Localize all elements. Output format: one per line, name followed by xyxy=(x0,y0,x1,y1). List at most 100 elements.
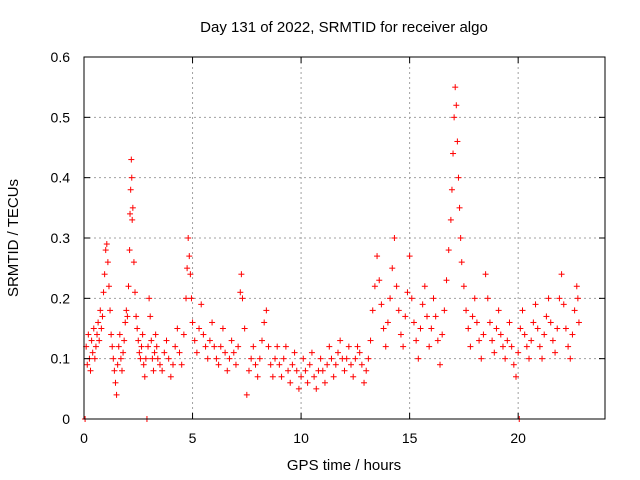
data-point xyxy=(209,319,216,326)
data-point xyxy=(558,271,565,278)
data-point xyxy=(317,355,324,362)
data-point xyxy=(167,373,174,380)
axis-ticks: 0 0.1 0.2 0.3 0.4 0.5 0.6 0 5 10 15 20 xyxy=(51,49,605,446)
data-point xyxy=(508,343,515,350)
data-point xyxy=(125,283,132,290)
data-point xyxy=(128,174,135,181)
data-point xyxy=(382,343,389,350)
data-point xyxy=(117,355,124,362)
data-point xyxy=(211,343,218,350)
y-tick-label: 0.2 xyxy=(51,290,71,306)
data-point xyxy=(384,319,391,326)
data-point xyxy=(417,325,424,332)
data-point xyxy=(374,253,381,260)
data-point xyxy=(556,295,563,302)
data-point xyxy=(289,361,296,368)
data-point xyxy=(426,343,433,350)
data-point xyxy=(332,361,339,368)
data-point xyxy=(463,307,470,314)
data-point xyxy=(133,313,140,320)
data-point xyxy=(109,343,116,350)
x-tick-label: 15 xyxy=(402,430,418,446)
data-point xyxy=(541,331,548,338)
chart-title: Day 131 of 2022, SRMTID for receiver alg… xyxy=(200,19,488,36)
data-point xyxy=(87,367,94,374)
data-point xyxy=(371,283,378,290)
data-point xyxy=(215,361,222,368)
data-point xyxy=(239,295,246,302)
data-point xyxy=(159,367,166,374)
data-point xyxy=(176,349,183,356)
data-point xyxy=(567,355,574,362)
data-point xyxy=(261,319,268,326)
data-point xyxy=(484,295,491,302)
data-point xyxy=(453,102,460,109)
data-point xyxy=(148,337,155,344)
data-point xyxy=(410,319,417,326)
data-point xyxy=(337,337,344,344)
data-point xyxy=(188,295,195,302)
data-point xyxy=(408,295,415,302)
data-point xyxy=(352,355,359,362)
data-point xyxy=(311,373,318,380)
data-point xyxy=(536,343,543,350)
data-point xyxy=(191,337,198,344)
data-point xyxy=(451,114,458,121)
data-point xyxy=(560,301,567,308)
data-point xyxy=(222,349,229,356)
data-point xyxy=(361,379,368,386)
data-point xyxy=(437,361,444,368)
data-point xyxy=(92,343,99,350)
data-point xyxy=(574,295,581,302)
data-point xyxy=(343,355,350,362)
data-point xyxy=(387,295,394,302)
data-point xyxy=(101,271,108,278)
data-point xyxy=(421,283,428,290)
data-point xyxy=(298,373,305,380)
data-point xyxy=(272,355,279,362)
data-point xyxy=(204,355,211,362)
data-point xyxy=(245,367,252,374)
data-points xyxy=(82,84,582,422)
data-point xyxy=(89,349,96,356)
y-tick-label: 0.4 xyxy=(51,170,71,186)
data-point xyxy=(121,337,128,344)
data-point xyxy=(478,355,485,362)
data-point xyxy=(243,391,250,398)
data-point xyxy=(129,204,136,211)
y-tick-label: 0.5 xyxy=(51,109,71,125)
data-point xyxy=(547,319,554,326)
data-point xyxy=(526,355,533,362)
data-point xyxy=(91,355,98,362)
data-point xyxy=(146,295,153,302)
data-point xyxy=(95,319,102,326)
data-point xyxy=(102,247,109,254)
data-point xyxy=(430,295,437,302)
data-point xyxy=(136,349,143,356)
data-point xyxy=(562,325,569,332)
data-point xyxy=(380,325,387,332)
data-point xyxy=(151,349,158,356)
data-point xyxy=(213,355,220,362)
data-point xyxy=(127,186,134,193)
data-point xyxy=(241,325,248,332)
data-point xyxy=(165,355,172,362)
data-point xyxy=(295,385,302,392)
data-point xyxy=(528,337,535,344)
data-point xyxy=(304,379,311,386)
data-point xyxy=(495,307,502,314)
data-point xyxy=(534,325,541,332)
data-point xyxy=(510,361,517,368)
data-point xyxy=(105,283,112,290)
data-point xyxy=(147,313,154,320)
data-point xyxy=(137,355,144,362)
data-point xyxy=(573,283,580,290)
data-point xyxy=(186,253,193,260)
data-point xyxy=(267,361,274,368)
data-point xyxy=(306,361,313,368)
data-point xyxy=(118,367,125,374)
data-point xyxy=(319,367,326,374)
data-point xyxy=(334,349,341,356)
data-point xyxy=(502,355,509,362)
data-point xyxy=(575,319,582,326)
